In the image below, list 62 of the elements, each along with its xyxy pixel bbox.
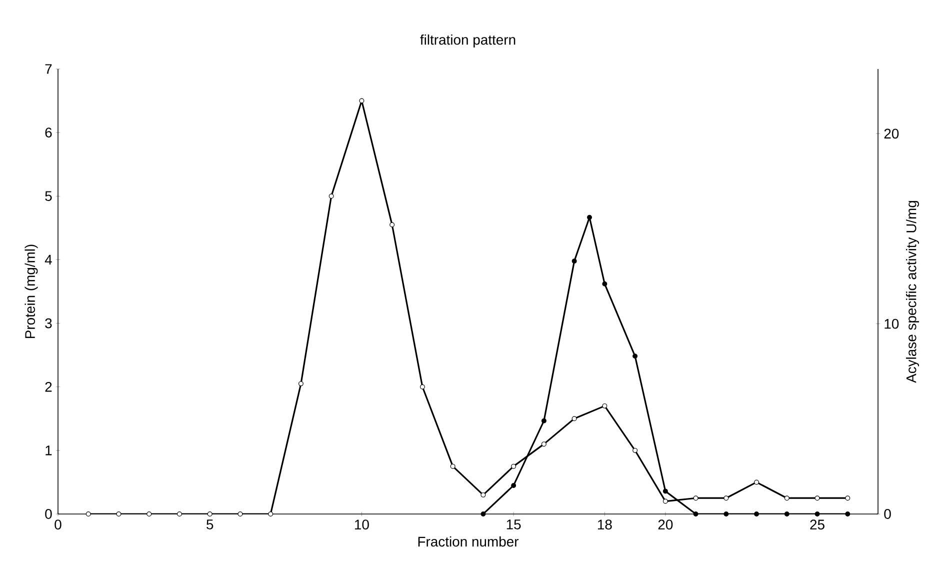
- point: [146, 512, 152, 516]
- y-tick-label: 4: [44, 254, 52, 265]
- x-axis-title: Fraction number: [418, 536, 519, 547]
- point: [480, 512, 486, 516]
- x-tick-label: 5: [206, 520, 214, 530]
- y-tick-label: 1: [46, 446, 52, 456]
- y-tick-label: 3: [45, 318, 52, 328]
- point: [845, 496, 850, 501]
- point: [298, 381, 304, 386]
- point: [754, 512, 760, 516]
- point: [693, 496, 698, 501]
- chart-title: filtration pattern: [420, 34, 516, 48]
- point: [328, 194, 334, 199]
- point: [784, 496, 790, 501]
- x-tick-label: 10: [355, 520, 369, 530]
- point: [784, 512, 790, 516]
- point: [632, 448, 638, 453]
- point: [480, 492, 486, 498]
- point: [662, 488, 668, 494]
- point: [845, 512, 850, 516]
- point: [207, 512, 212, 516]
- y2-tick-label: 10: [884, 318, 899, 329]
- x-tick-label: 0: [54, 520, 62, 530]
- point: [724, 512, 729, 516]
- y2-tick-label: 20: [884, 128, 899, 139]
- point: [572, 258, 577, 264]
- point: [602, 403, 608, 408]
- y-tick-label: 2: [45, 382, 52, 392]
- point: [390, 222, 395, 228]
- point: [268, 512, 274, 516]
- x-tick-label: 15: [506, 520, 521, 530]
- y2-tick-label: 0: [884, 509, 891, 519]
- y-tick-label: 7: [45, 64, 52, 74]
- point: [602, 281, 608, 286]
- y2-axis-title: Acylase specific activity U/mg: [906, 200, 920, 383]
- point: [541, 442, 546, 447]
- point: [359, 98, 364, 104]
- point: [724, 496, 729, 501]
- point: [814, 496, 820, 501]
- point: [572, 416, 577, 422]
- point: [511, 482, 516, 488]
- point: [541, 418, 546, 424]
- y-tick-label: 6: [45, 128, 52, 138]
- y-axis-title: Protein (mg/ml): [24, 244, 38, 338]
- point: [511, 464, 516, 469]
- point: [116, 512, 122, 516]
- point: [176, 512, 182, 516]
- point: [693, 512, 698, 516]
- point: [587, 214, 592, 220]
- point: [754, 480, 760, 485]
- point: [814, 512, 820, 516]
- x-tick-label: 18: [598, 520, 612, 530]
- y-tick-label: 0: [45, 509, 52, 519]
- point: [632, 354, 638, 359]
- x-tick-label: 20: [658, 520, 673, 530]
- point: [86, 512, 91, 516]
- point: [450, 464, 456, 469]
- point: [662, 498, 668, 504]
- point: [238, 512, 243, 516]
- x-tick-label: 25: [810, 520, 824, 530]
- y-tick-label: 5: [45, 191, 52, 202]
- point: [420, 384, 425, 390]
